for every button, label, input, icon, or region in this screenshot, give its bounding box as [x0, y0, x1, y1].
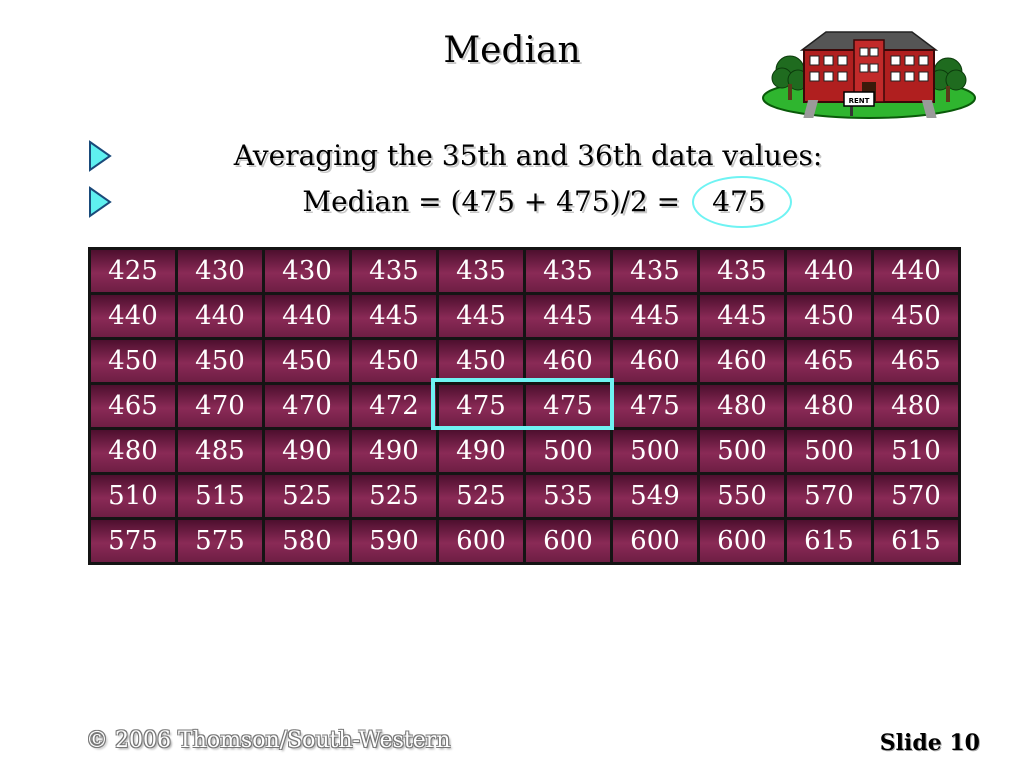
table-cell: 570: [787, 475, 871, 517]
table-cell: 440: [874, 250, 958, 292]
table-cell: 450: [178, 340, 262, 382]
data-values-table: 425 430 430 435 435 435 435 435 440 440 440 440 440 4…: [88, 247, 961, 565]
table-cell: 475: [439, 385, 523, 427]
slide-title: Median: [443, 30, 581, 71]
table-cell: 600: [439, 520, 523, 562]
table-cell: 580: [265, 520, 349, 562]
table-cell: 460: [700, 340, 784, 382]
table-cell: 445: [613, 295, 697, 337]
table-cell: 440: [787, 250, 871, 292]
table-cell: 450: [874, 295, 958, 337]
table-cell: 465: [91, 385, 175, 427]
table-cell: 500: [700, 430, 784, 472]
table-cell: 435: [352, 250, 436, 292]
table-cell: 615: [787, 520, 871, 562]
table-cell: 450: [439, 340, 523, 382]
table-cell: 485: [178, 430, 262, 472]
rent-sign-text: RENT: [849, 97, 870, 105]
median-highlight-box: [431, 378, 614, 430]
table-cell: 430: [178, 250, 262, 292]
table-cell: 500: [526, 430, 610, 472]
table-cell: 590: [352, 520, 436, 562]
bullet-median-formula: Median = (475 + 475)/2 = 475: [88, 176, 968, 228]
table-cell: 515: [178, 475, 262, 517]
table-cell: 480: [700, 385, 784, 427]
table-cell: 510: [91, 475, 175, 517]
median-answer: 475: [692, 176, 793, 228]
table-cell: 470: [265, 385, 349, 427]
table-cell: 549: [613, 475, 697, 517]
table-cell: 440: [178, 295, 262, 337]
table-cell: 465: [787, 340, 871, 382]
table-cell: 600: [526, 520, 610, 562]
table-cell: 525: [439, 475, 523, 517]
table-cell: 525: [352, 475, 436, 517]
table-cell: 440: [265, 295, 349, 337]
table-cell: 440: [91, 295, 175, 337]
table-cell: 575: [178, 520, 262, 562]
table-cell: 445: [352, 295, 436, 337]
table-cell: 525: [265, 475, 349, 517]
table-cell: 480: [91, 430, 175, 472]
bullet-text: Averaging the 35th and 36th data values:: [233, 139, 823, 172]
table-cell: 450: [787, 295, 871, 337]
table-cell: 490: [265, 430, 349, 472]
table-cell: 435: [613, 250, 697, 292]
table-cell: 575: [91, 520, 175, 562]
table-cell: 430: [265, 250, 349, 292]
table-cell: 600: [613, 520, 697, 562]
table-cell: 600: [700, 520, 784, 562]
table-cell: 465: [874, 340, 958, 382]
table-cell: 500: [613, 430, 697, 472]
table-cell: 490: [439, 430, 523, 472]
table-cell: 480: [874, 385, 958, 427]
table-cell: 445: [700, 295, 784, 337]
median-formula: Median = (475 + 475)/2 =: [302, 185, 681, 218]
table-cell: 435: [700, 250, 784, 292]
slide-number: Slide 10: [879, 730, 980, 756]
bullet-arrow-icon: [89, 186, 112, 218]
bullet-arrow-icon: [89, 140, 112, 172]
table-cell: 570: [874, 475, 958, 517]
copyright: © 2006 Thomson/South-Western: [86, 728, 451, 753]
table-cell: 435: [526, 250, 610, 292]
apartment-building-icon: RENT: [762, 31, 976, 119]
table-cell: 535: [526, 475, 610, 517]
table-cell: 475: [526, 385, 610, 427]
table-cell: 460: [613, 340, 697, 382]
table-cell: 450: [265, 340, 349, 382]
table-cell: 445: [439, 295, 523, 337]
table-cell: 450: [352, 340, 436, 382]
table-cell: 472: [352, 385, 436, 427]
table-cell: 470: [178, 385, 262, 427]
table-cell: 445: [526, 295, 610, 337]
table-cell: 615: [874, 520, 958, 562]
table-cell: 480: [787, 385, 871, 427]
bullet-averaging: Averaging the 35th and 36th data values:: [88, 136, 968, 176]
table-cell: 475: [613, 385, 697, 427]
table-cell: 435: [439, 250, 523, 292]
table-cell: 425: [91, 250, 175, 292]
table-cell: 460: [526, 340, 610, 382]
table-cell: 510: [874, 430, 958, 472]
table-cell: 550: [700, 475, 784, 517]
table-cell: 490: [352, 430, 436, 472]
table-cell: 450: [91, 340, 175, 382]
table-cell: 500: [787, 430, 871, 472]
